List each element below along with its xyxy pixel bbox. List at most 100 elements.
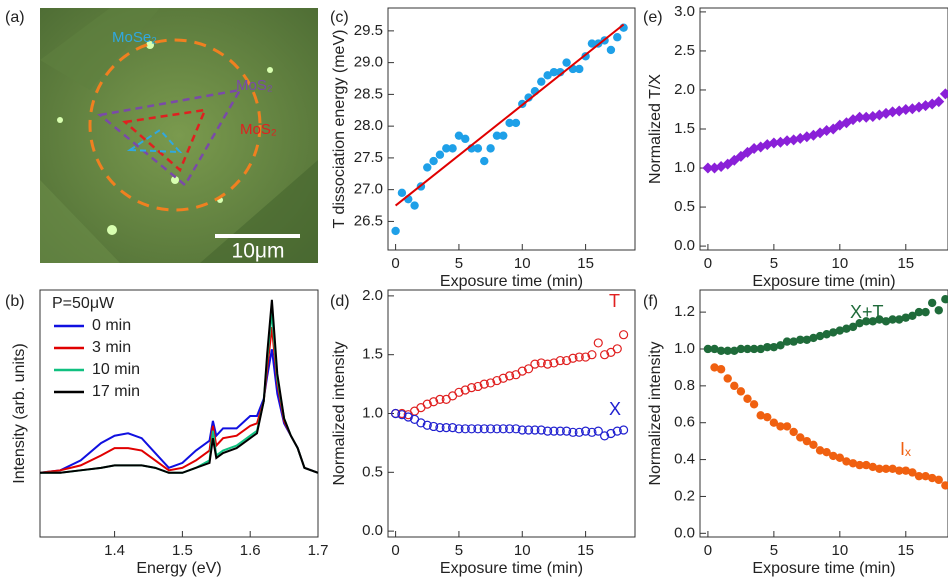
plot-frame (39, 289, 319, 538)
point (454, 424, 464, 434)
point (796, 433, 805, 442)
legend-label: 17 min (92, 383, 140, 400)
point (815, 331, 825, 341)
point (460, 424, 470, 434)
point (391, 408, 401, 419)
point (802, 436, 812, 446)
y-tick-label: 2.0 (362, 287, 383, 304)
point (782, 337, 792, 346)
point (901, 313, 910, 322)
x-axis-label: Energy (eV) (136, 560, 221, 577)
point (593, 338, 603, 348)
point (612, 426, 622, 436)
point (505, 118, 514, 128)
x-tick-label: 5 (455, 255, 463, 272)
point (593, 426, 603, 436)
point (486, 144, 495, 153)
point (927, 473, 937, 483)
plot-frame (699, 289, 948, 538)
point (927, 298, 937, 308)
y-axis-label: T dissociation energy (meV) (331, 30, 348, 229)
point (933, 96, 945, 108)
x-tick-label: 1.4 (104, 542, 125, 559)
point (574, 352, 584, 362)
point (756, 411, 765, 420)
point (575, 64, 584, 74)
point (768, 137, 780, 149)
point (829, 328, 838, 337)
point (536, 358, 546, 368)
point (435, 423, 445, 433)
legend-label: 3 min (92, 339, 131, 356)
point (821, 125, 833, 137)
panel-label: (d) (330, 293, 350, 310)
point (587, 350, 597, 360)
y-axis-label: Normalized T/X (647, 74, 664, 184)
point (523, 364, 534, 374)
x-tick-label: 15 (897, 542, 914, 559)
y-tick-label: 0.4 (674, 451, 695, 468)
plot-area (391, 330, 629, 441)
point (606, 428, 616, 439)
point (549, 67, 559, 77)
plot-area (703, 295, 948, 490)
point (723, 346, 732, 356)
point (763, 342, 772, 352)
legend-label: 0 min (92, 317, 131, 334)
point (894, 466, 904, 475)
material-label: MoSe₂ (112, 29, 157, 46)
x-tick-label: 0 (391, 255, 399, 272)
point (941, 481, 948, 490)
x-tick-label: 10 (514, 255, 531, 272)
point (900, 103, 912, 115)
point (542, 426, 553, 436)
y-axis-label: Intensity (arb. units) (11, 343, 28, 484)
point (480, 156, 489, 166)
y-tick-label: 0.5 (362, 463, 383, 480)
y-axis-label: Normalized intensity (647, 341, 664, 485)
point (549, 426, 559, 436)
point (749, 344, 759, 354)
point (568, 353, 578, 363)
point (523, 425, 534, 435)
point (479, 379, 489, 389)
point (562, 58, 571, 67)
point (881, 464, 891, 473)
plot-frame (387, 289, 636, 538)
plot-area (702, 88, 948, 174)
y-tick-label: 0.0 (674, 524, 695, 541)
point (802, 335, 812, 344)
y-tick-label: 0.5 (674, 198, 695, 215)
point (460, 385, 470, 395)
point (555, 426, 565, 436)
point (702, 162, 714, 174)
point (914, 471, 924, 481)
point (736, 387, 746, 396)
point (860, 111, 872, 123)
micrograph: (a) MoSe₂ MoS₂ MoS₂ 10μm (5, 8, 318, 263)
x-tick-label: 1.7 (308, 542, 329, 559)
series-label: X+T (850, 302, 884, 322)
x-tick-label: 0 (704, 255, 712, 272)
y-tick-label: 2.5 (674, 42, 695, 59)
x-tick-label: 1.5 (172, 542, 193, 559)
point (842, 457, 851, 466)
material-label: MoS₂ (236, 77, 273, 94)
point (530, 359, 540, 369)
y-tick-label: 1.2 (674, 303, 695, 320)
legend-title: P=50μW (52, 295, 115, 312)
panel-label: (c) (330, 9, 349, 26)
point (921, 471, 930, 481)
point (815, 446, 825, 455)
y-tick-label: 3.0 (674, 3, 695, 20)
x-tick-label: 5 (770, 542, 778, 559)
point (782, 422, 792, 431)
point (599, 431, 610, 441)
plot-area (39, 299, 319, 474)
y-tick-label: 0.2 (674, 487, 695, 504)
point (908, 311, 917, 321)
point (934, 306, 943, 315)
point (763, 412, 772, 422)
point (530, 425, 540, 435)
point (822, 330, 831, 339)
